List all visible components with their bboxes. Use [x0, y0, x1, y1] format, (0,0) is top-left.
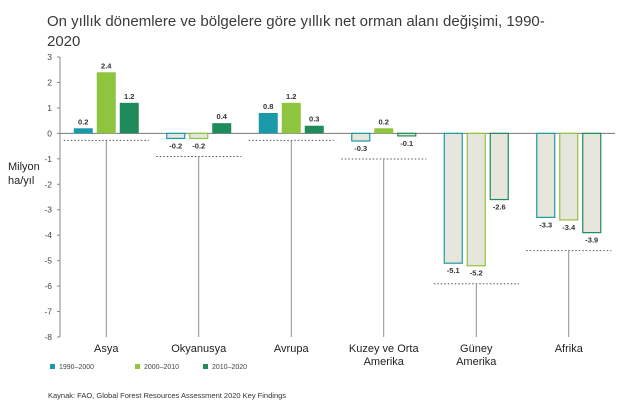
- chart-title: On yıllık dönemlere ve bölgelere göre yı…: [47, 13, 545, 50]
- y-tick-label: 2: [47, 77, 52, 87]
- legend-label: 2000–2010: [144, 364, 179, 371]
- bar: [258, 113, 278, 134]
- y-tick-label: 3: [47, 52, 52, 62]
- value-label: -5.1: [447, 266, 460, 275]
- category-label: Avrupa: [274, 343, 310, 355]
- bar: [166, 132, 186, 140]
- value-label: -0.2: [169, 141, 182, 150]
- legend-swatch: [50, 364, 55, 369]
- category-label: Asya: [94, 343, 119, 355]
- bar: [96, 72, 116, 134]
- value-label: 2.4: [101, 61, 112, 70]
- category-label: Afrika: [555, 343, 584, 355]
- source-note: Kaynak: FAO, Global Forest Resources Ass…: [48, 391, 287, 400]
- y-tick-label: 1: [47, 103, 52, 113]
- bar: [212, 123, 232, 134]
- bar: [351, 132, 371, 142]
- value-label: -3.9: [585, 236, 598, 245]
- legend-swatch: [135, 364, 140, 369]
- y-axis-label: Milyon ha/yıl: [8, 161, 40, 187]
- value-label: -3.3: [539, 220, 552, 229]
- y-tick-label: -5: [44, 256, 52, 266]
- bar: [466, 132, 486, 267]
- y-tick-label: -1: [44, 154, 52, 164]
- legend-label: 2010–2020: [212, 364, 247, 371]
- value-label: 0.3: [309, 115, 319, 124]
- value-label: 1.2: [286, 92, 296, 101]
- bar: [559, 132, 579, 221]
- value-label: -5.2: [470, 269, 483, 278]
- value-label: 0.2: [78, 117, 88, 126]
- value-label: -0.1: [400, 139, 413, 148]
- bar: [119, 102, 139, 134]
- bar: [443, 132, 463, 264]
- value-label: -0.2: [192, 141, 205, 150]
- y-tick-label: -7: [44, 307, 52, 317]
- y-tick-label: -3: [44, 205, 52, 215]
- legend-label: 1990–2000: [59, 364, 94, 371]
- bar: [582, 132, 602, 234]
- bar: [536, 132, 556, 218]
- value-label: 0.8: [263, 102, 273, 111]
- y-tick-label: -6: [44, 281, 52, 291]
- y-tick-label: -8: [44, 332, 52, 342]
- value-label: 1.2: [124, 92, 134, 101]
- category-label: Kuzey ve Orta Amerika: [349, 343, 420, 368]
- y-tick-label: -4: [44, 230, 52, 240]
- legend-swatch: [203, 364, 208, 369]
- category-label: Güney Amerika: [456, 343, 497, 368]
- y-tick-label: -2: [44, 179, 52, 189]
- value-label: 0.4: [217, 112, 228, 121]
- bar: [489, 132, 509, 201]
- bar: [397, 132, 417, 137]
- bar: [304, 125, 324, 134]
- bar: [73, 128, 93, 134]
- bar: [374, 128, 394, 134]
- value-label: -2.6: [493, 203, 506, 212]
- value-label: -0.3: [354, 144, 367, 153]
- bar: [281, 102, 301, 134]
- bar: [189, 132, 209, 140]
- value-label: -3.4: [562, 223, 576, 232]
- value-label: 0.2: [379, 117, 389, 126]
- category-label: Okyanusya: [171, 343, 227, 355]
- y-tick-label: 0: [47, 128, 52, 138]
